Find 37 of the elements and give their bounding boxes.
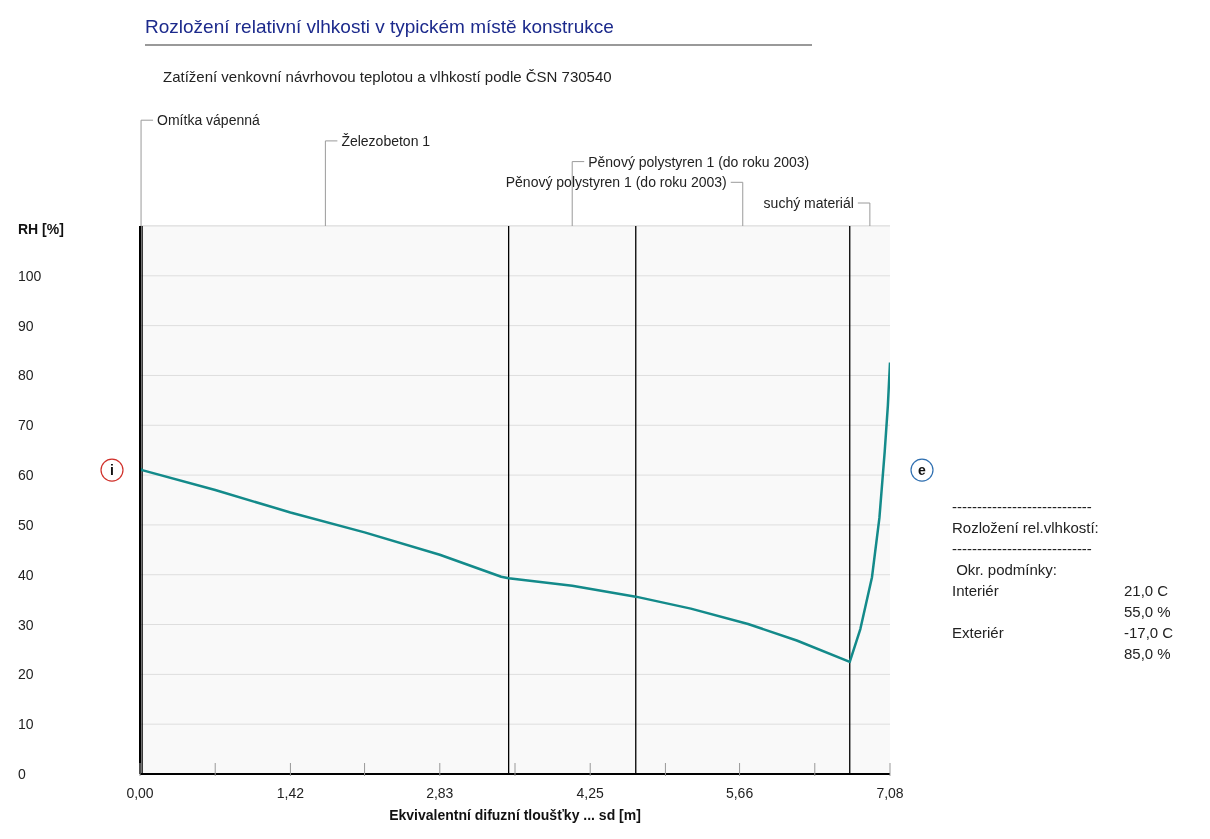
x-axis-title: Ekvivalentní difuzní tloušťky ... sd [m] <box>389 807 641 823</box>
x-tick-label: 4,25 <box>576 785 605 801</box>
y-tick-label: 60 <box>18 467 34 484</box>
text: Rozložení rel.vlhkostí: <box>952 518 1099 538</box>
line-series <box>140 361 890 664</box>
y-tick-label: 10 <box>18 716 34 733</box>
text: e <box>918 462 927 479</box>
y-tick-label: 100 <box>18 267 42 284</box>
band-label: Pěnový polystyren 1 (do roku 2003) <box>505 174 727 191</box>
y-tick-label: 50 <box>18 516 34 533</box>
x-tick-label: 2,83 <box>426 785 454 801</box>
x-tick-label: 0,00 <box>126 785 154 801</box>
y-tick-label: 0 <box>18 766 26 782</box>
x-tick-label: 7,08 <box>876 785 904 801</box>
y-tick-label: 20 <box>18 666 34 683</box>
y-tick-label: 90 <box>18 317 34 334</box>
text: 85,0 % <box>1124 644 1171 664</box>
x-tick-label: 5,66 <box>725 785 754 801</box>
text: Okr. podmínky: <box>955 560 1058 580</box>
band-label: Pěnový polystyren 1 (do roku 2003) <box>588 153 810 170</box>
text: Exteriér -17,0 C <box>952 624 1174 641</box>
text: ---------------------------- <box>952 539 1092 559</box>
text: 55,0 % <box>1124 602 1171 622</box>
chart-title: Rozložení relativní vlhkosti v typickém místě konstrukce <box>145 16 812 46</box>
y-tick-label: 30 <box>18 616 34 633</box>
x-tick-label: 1,42 <box>276 785 305 801</box>
chart-subtitle: Zatížení venkovní návrhovou teplotou a vlhkostí podle ČSN 730540 <box>163 68 612 85</box>
band-label: suchý materiál <box>763 195 854 211</box>
text: Interiér 21,0 C <box>952 582 1169 599</box>
band-label: Železobeton 1 <box>341 132 431 149</box>
y-tick-label: 70 <box>18 417 34 434</box>
y-axis-title: RH [%] <box>18 221 64 237</box>
text: ---------------------------- <box>952 497 1092 517</box>
y-tick-label: 80 <box>18 367 34 384</box>
annotation: i <box>110 462 114 479</box>
band-label: Omítka vápenná <box>157 112 260 129</box>
y-tick-label: 40 <box>18 566 34 583</box>
